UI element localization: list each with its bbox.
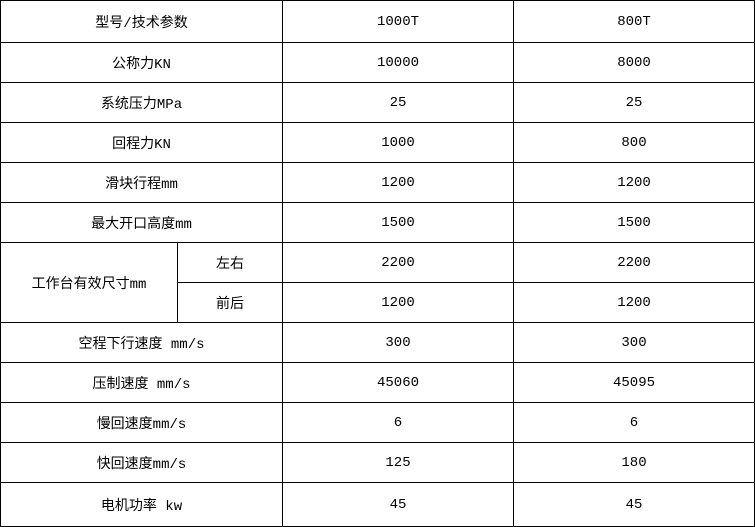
table-row: 滑块行程mm 1200 1200 — [0, 162, 755, 203]
value-1000t: 6 — [282, 402, 514, 443]
value-800t: 45095 — [513, 362, 755, 403]
value-1000t: 1200 — [282, 162, 514, 203]
param-label: 快回速度mm/s — [0, 442, 283, 483]
param-label: 电机功率 kw — [0, 482, 283, 527]
param-label: 慢回速度mm/s — [0, 402, 283, 443]
value-1000t: 1500 — [282, 202, 514, 243]
table-row: 压制速度 mm/s 45060 45095 — [0, 362, 755, 403]
model-a-header: 1000T — [282, 0, 514, 43]
param-label: 空程下行速度 mm/s — [0, 322, 283, 363]
sub-label: 前后 — [177, 282, 283, 323]
table-row: 回程力KN 1000 800 — [0, 122, 755, 163]
value-800t: 180 — [513, 442, 755, 483]
value-800t: 300 — [513, 322, 755, 363]
table-row-group: 工作台有效尺寸mm 左右 2200 2200 — [0, 242, 755, 323]
value-800t: 1500 — [513, 202, 755, 243]
value-800t: 800 — [513, 122, 755, 163]
group-param-label: 工作台有效尺寸mm — [0, 242, 178, 323]
value-1000t: 10000 — [282, 42, 514, 83]
value-1000t: 2200 — [282, 242, 514, 283]
model-b-header: 800T — [513, 0, 755, 43]
value-800t: 2200 — [513, 242, 755, 283]
param-label: 滑块行程mm — [0, 162, 283, 203]
param-label: 回程力KN — [0, 122, 283, 163]
table-row: 公称力KN 10000 8000 — [0, 42, 755, 83]
table-row-header: 型号/技术参数 1000T 800T — [0, 0, 755, 43]
param-label: 系统压力MPa — [0, 82, 283, 123]
table-row: 系统压力MPa 25 25 — [0, 82, 755, 123]
value-1000t: 45 — [282, 482, 514, 527]
param-label: 压制速度 mm/s — [0, 362, 283, 403]
table-row: 空程下行速度 mm/s 300 300 — [0, 322, 755, 363]
value-1000t: 125 — [282, 442, 514, 483]
table-row-group: 前后 1200 1200 — [1, 282, 755, 323]
table-row: 最大开口高度mm 1500 1500 — [0, 202, 755, 243]
value-1000t: 1000 — [282, 122, 514, 163]
value-1000t: 25 — [282, 82, 514, 123]
value-800t: 6 — [513, 402, 755, 443]
param-label: 最大开口高度mm — [0, 202, 283, 243]
param-label: 公称力KN — [0, 42, 283, 83]
sub-label: 左右 — [177, 242, 283, 283]
table-row: 快回速度mm/s 125 180 — [0, 442, 755, 483]
value-1000t: 1200 — [282, 282, 514, 323]
value-800t: 25 — [513, 82, 755, 123]
value-800t: 1200 — [513, 282, 755, 323]
value-800t: 45 — [513, 482, 755, 527]
table-row: 电机功率 kw 45 45 — [0, 482, 755, 527]
param-header-label: 型号/技术参数 — [0, 0, 283, 43]
value-1000t: 45060 — [282, 362, 514, 403]
value-800t: 1200 — [513, 162, 755, 203]
table-row: 慢回速度mm/s 6 6 — [0, 402, 755, 443]
value-800t: 8000 — [513, 42, 755, 83]
value-1000t: 300 — [282, 322, 514, 363]
